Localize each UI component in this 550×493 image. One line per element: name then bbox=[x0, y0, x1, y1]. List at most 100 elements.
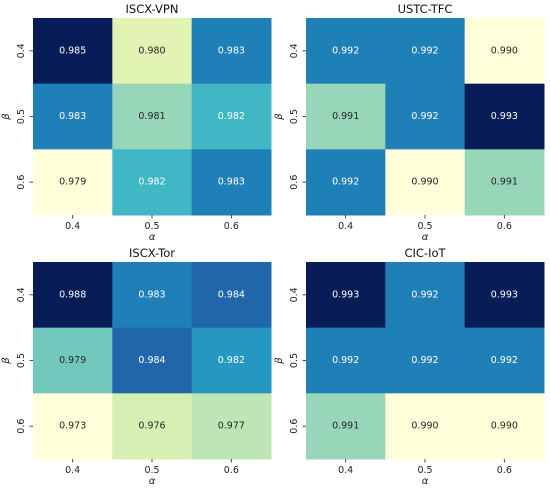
heatmap-cell bbox=[385, 83, 466, 150]
x-tick-label: 0.4 bbox=[65, 221, 80, 232]
cell-value-label: 0.980 bbox=[138, 45, 165, 56]
heatmap-cell bbox=[306, 18, 386, 85]
y-tick-label: 0.5 bbox=[289, 353, 300, 368]
heatmap-cell bbox=[33, 262, 113, 329]
x-tick-label: 0.5 bbox=[144, 465, 159, 476]
y-axis-label: β bbox=[1, 113, 12, 121]
y-tick-label: 0.5 bbox=[289, 109, 300, 124]
heatmap-cell bbox=[112, 83, 193, 150]
heatmap-cell bbox=[306, 262, 386, 329]
x-tick-label: 0.4 bbox=[338, 465, 353, 476]
cell-value-label: 0.993 bbox=[332, 289, 359, 300]
heatmap-cell bbox=[191, 83, 272, 150]
heatmap-cell bbox=[385, 393, 466, 460]
cell-value-label: 0.985 bbox=[59, 45, 86, 56]
x-tick-label: 0.5 bbox=[144, 221, 159, 232]
panel-title: ISCX-VPN bbox=[126, 2, 179, 16]
heatmap-cell bbox=[464, 149, 545, 216]
x-tick-label: 0.6 bbox=[497, 221, 512, 232]
y-axis-label: β bbox=[274, 357, 285, 365]
x-axis-label: α bbox=[149, 232, 156, 243]
cell-value-label: 0.990 bbox=[491, 45, 518, 56]
x-tick-label: 0.4 bbox=[338, 221, 353, 232]
y-tick-label: 0.4 bbox=[16, 287, 27, 302]
heatmap-cell bbox=[112, 262, 193, 329]
cell-value-label: 0.982 bbox=[138, 177, 165, 188]
heatmap-cell bbox=[112, 149, 193, 216]
cell-value-label: 0.993 bbox=[491, 111, 518, 122]
heatmap-cell bbox=[464, 83, 545, 150]
cell-value-label: 0.988 bbox=[59, 289, 86, 300]
cell-value-label: 0.993 bbox=[491, 289, 518, 300]
heatmap-panel-3: 0.988 0.983 0.984 0.979 0.984 0.982 0.973 0.976… bbox=[1, 246, 272, 487]
heatmap-cell bbox=[464, 393, 545, 460]
heatmap-cell bbox=[33, 83, 113, 150]
y-tick-label: 0.4 bbox=[289, 287, 300, 302]
cell-value-label: 0.982 bbox=[218, 111, 245, 122]
heatmap-cell bbox=[306, 149, 386, 216]
cell-value-label: 0.983 bbox=[218, 45, 245, 56]
heatmap-cell bbox=[191, 18, 272, 85]
x-tick-label: 0.6 bbox=[497, 465, 512, 476]
heatmap-cell bbox=[191, 262, 272, 329]
panel-title: ISCX-Tor bbox=[129, 246, 175, 260]
heatmap-cell bbox=[385, 149, 466, 216]
heatmap-cell bbox=[385, 262, 466, 329]
y-axis-label: β bbox=[274, 113, 285, 121]
x-tick-label: 0.6 bbox=[224, 221, 239, 232]
cell-value-label: 0.979 bbox=[59, 355, 86, 366]
x-axis-label: α bbox=[149, 476, 156, 487]
heatmap-cell bbox=[33, 149, 113, 216]
heatmap-cell bbox=[464, 327, 545, 394]
y-tick-label: 0.5 bbox=[16, 109, 27, 124]
y-tick-label: 0.6 bbox=[16, 419, 27, 434]
x-tick-label: 0.4 bbox=[65, 465, 80, 476]
panel-title: CIC-IoT bbox=[404, 246, 446, 260]
cell-value-label: 0.990 bbox=[411, 421, 438, 432]
cell-value-label: 0.983 bbox=[59, 111, 86, 122]
cell-value-label: 0.992 bbox=[411, 111, 438, 122]
cell-value-label: 0.991 bbox=[491, 177, 518, 188]
y-tick-label: 0.6 bbox=[16, 175, 27, 190]
heatmap-cell bbox=[306, 393, 386, 460]
cell-value-label: 0.973 bbox=[59, 421, 86, 432]
heatmap-cell bbox=[191, 327, 272, 394]
cell-value-label: 0.992 bbox=[332, 45, 359, 56]
cell-value-label: 0.990 bbox=[491, 421, 518, 432]
x-tick-label: 0.6 bbox=[224, 465, 239, 476]
heatmap-cell bbox=[464, 18, 545, 85]
heatmap-panel-2: 0.992 0.992 0.990 0.991 0.992 0.993 0.992 0.990… bbox=[274, 2, 545, 243]
cell-value-label: 0.983 bbox=[138, 289, 165, 300]
x-tick-label: 0.5 bbox=[417, 465, 432, 476]
heatmap-cell bbox=[112, 393, 193, 460]
heatmap-cell bbox=[191, 393, 272, 460]
heatmap-cell bbox=[385, 327, 466, 394]
heatmap-cell bbox=[306, 83, 386, 150]
cell-value-label: 0.990 bbox=[411, 177, 438, 188]
y-tick-label: 0.4 bbox=[16, 43, 27, 58]
cell-value-label: 0.982 bbox=[218, 355, 245, 366]
heatmap-cell bbox=[112, 18, 193, 85]
y-tick-label: 0.6 bbox=[289, 175, 300, 190]
y-tick-label: 0.4 bbox=[289, 43, 300, 58]
cell-value-label: 0.992 bbox=[411, 355, 438, 366]
cell-value-label: 0.992 bbox=[411, 45, 438, 56]
cell-value-label: 0.977 bbox=[218, 421, 245, 432]
y-tick-label: 0.5 bbox=[16, 353, 27, 368]
heatmap-cell bbox=[191, 149, 272, 216]
heatmap-cell bbox=[33, 18, 113, 85]
cell-value-label: 0.984 bbox=[138, 355, 165, 366]
x-tick-label: 0.5 bbox=[417, 221, 432, 232]
cell-value-label: 0.992 bbox=[332, 355, 359, 366]
cell-value-label: 0.991 bbox=[332, 421, 359, 432]
cell-value-label: 0.992 bbox=[491, 355, 518, 366]
x-axis-label: α bbox=[422, 232, 429, 243]
cell-value-label: 0.976 bbox=[138, 421, 165, 432]
heatmap-cell bbox=[306, 327, 386, 394]
heatmap-panel-1: 0.985 0.980 0.983 0.983 0.981 0.982 0.979 0.982… bbox=[1, 2, 272, 243]
heatmap-cell bbox=[385, 18, 466, 85]
panel-title: USTC-TFC bbox=[398, 2, 453, 16]
cell-value-label: 0.992 bbox=[411, 289, 438, 300]
heatmap-cell bbox=[464, 262, 545, 329]
